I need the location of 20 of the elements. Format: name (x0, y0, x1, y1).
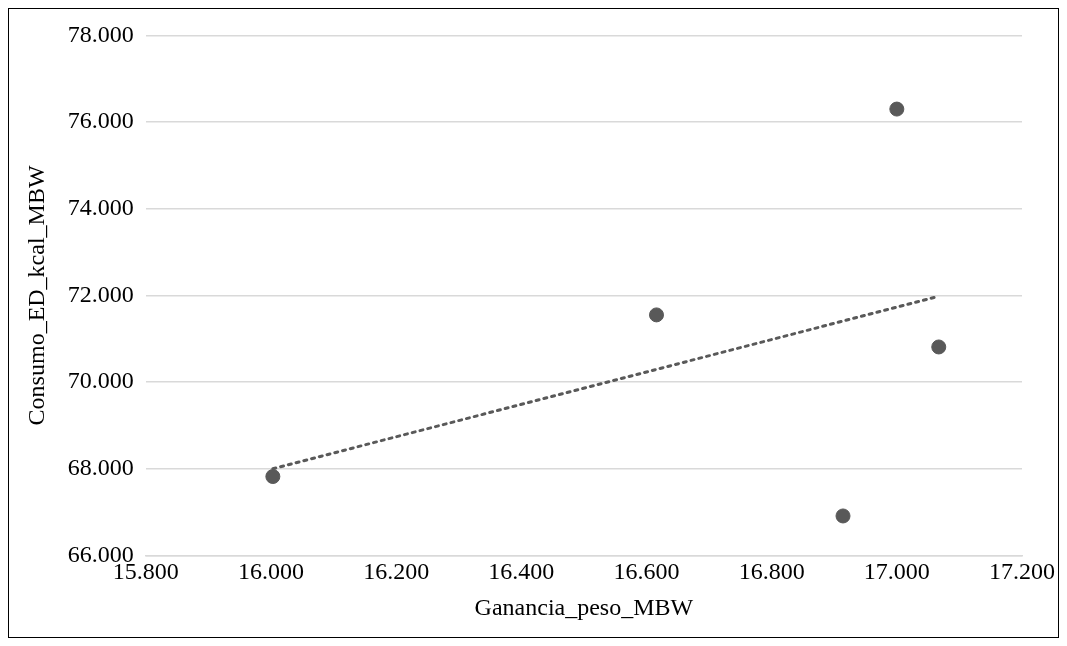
x-axis-title: Ganancia_peso_MBW (474, 593, 694, 620)
y-tick-label: 78.000 (67, 20, 134, 47)
point (889, 101, 905, 117)
point (931, 339, 947, 355)
x-tick-label: 17.000 (863, 558, 930, 585)
y-tick-label: 76.000 (67, 107, 134, 134)
y-tick-label: 72.000 (67, 280, 134, 307)
y-tick-label: 68.000 (67, 454, 134, 481)
y-tick-label: 74.000 (67, 194, 134, 221)
point (649, 307, 664, 323)
y-tick-label: 70.000 (67, 367, 134, 394)
x-tick-label: 16.600 (613, 558, 680, 585)
x-tick-label: 16.800 (738, 558, 805, 585)
point (835, 508, 851, 524)
x-tick-label: 17.200 (989, 558, 1055, 585)
point (265, 469, 281, 485)
y-axis-title: Consumo_ED_kcal_MBW (22, 165, 49, 426)
x-tick-label: 16.200 (363, 558, 430, 585)
x-tick-label: 16.000 (237, 558, 304, 585)
x-tick-label: 16.400 (488, 558, 555, 585)
